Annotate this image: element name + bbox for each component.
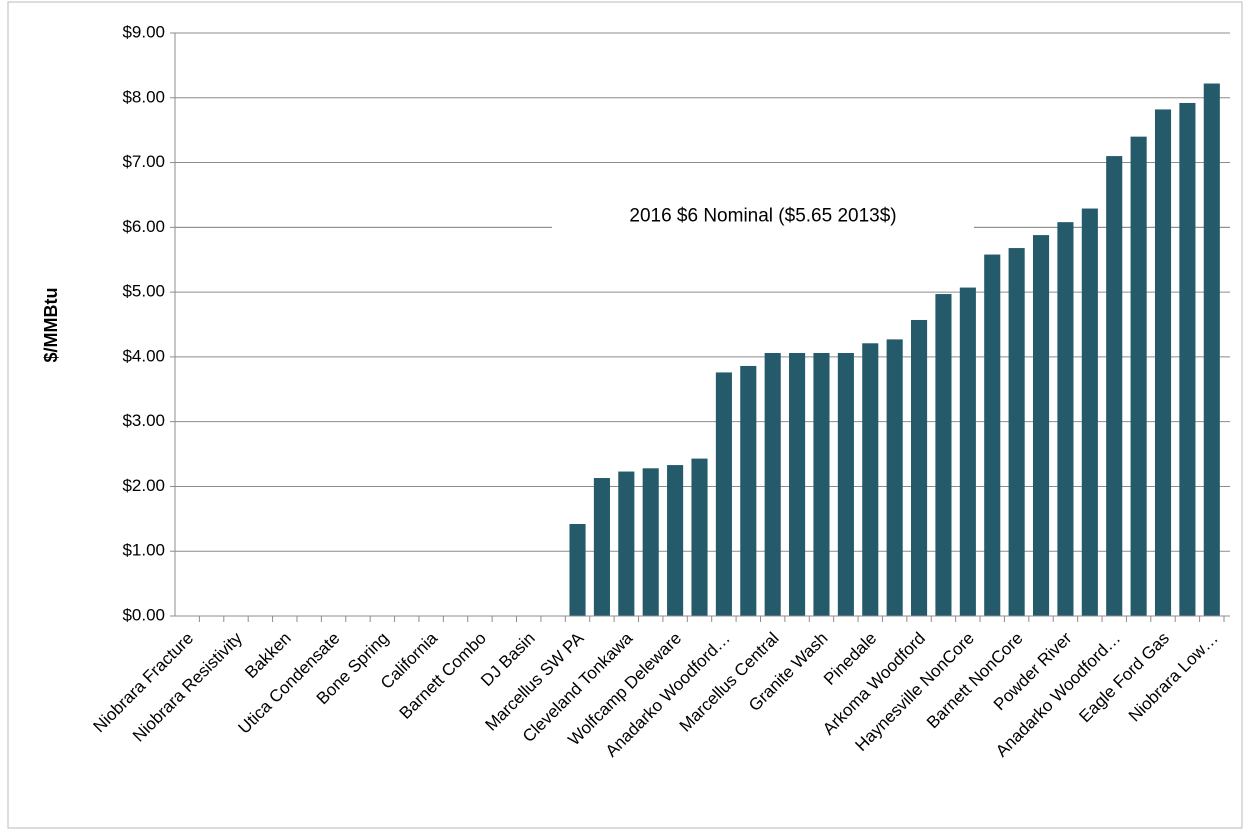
y-tick-label: $3.00 bbox=[122, 411, 165, 430]
bar bbox=[1057, 222, 1074, 616]
bar bbox=[1203, 83, 1220, 616]
bar bbox=[764, 353, 781, 616]
bar bbox=[935, 294, 952, 616]
y-tick-label: $7.00 bbox=[122, 152, 165, 171]
bar bbox=[813, 353, 830, 616]
bar bbox=[618, 471, 635, 616]
bar bbox=[593, 478, 610, 616]
bar bbox=[740, 365, 757, 616]
bar bbox=[959, 287, 976, 616]
bar bbox=[1081, 208, 1098, 616]
chart-frame bbox=[7, 1, 1243, 829]
x-tick-label: Niobrara Low… bbox=[1125, 629, 1222, 726]
y-tick-label: $0.00 bbox=[122, 605, 165, 624]
bar bbox=[1032, 235, 1050, 616]
bar bbox=[911, 319, 928, 616]
bar bbox=[715, 372, 732, 616]
bar bbox=[667, 465, 684, 616]
y-tick-label: $4.00 bbox=[122, 346, 165, 365]
bar bbox=[886, 339, 903, 616]
bar bbox=[789, 353, 806, 616]
y-tick-label: $9.00 bbox=[122, 22, 165, 41]
y-tick-label: $8.00 bbox=[122, 87, 165, 106]
bar bbox=[1130, 136, 1147, 616]
y-axis-label: $/MMBtu bbox=[41, 288, 61, 363]
bar bbox=[642, 468, 659, 616]
annotation-bg bbox=[552, 199, 974, 234]
y-tick-label: $5.00 bbox=[122, 282, 165, 301]
annotation: 2016 $6 Nominal ($5.65 2013$) bbox=[629, 205, 896, 226]
bar bbox=[1106, 156, 1123, 617]
x-tick-label: Barnett Combo bbox=[396, 629, 490, 723]
bar bbox=[569, 524, 586, 616]
y-tick-label: $6.00 bbox=[122, 217, 165, 236]
bar bbox=[862, 343, 879, 616]
bar bbox=[1008, 248, 1025, 616]
y-tick-label: $2.00 bbox=[122, 476, 165, 495]
bar bbox=[1154, 109, 1172, 616]
bar bbox=[1179, 102, 1196, 616]
y-tick-label: $1.00 bbox=[122, 541, 165, 560]
bar bbox=[691, 458, 708, 616]
bar bbox=[837, 353, 854, 616]
bar bbox=[984, 254, 1001, 617]
